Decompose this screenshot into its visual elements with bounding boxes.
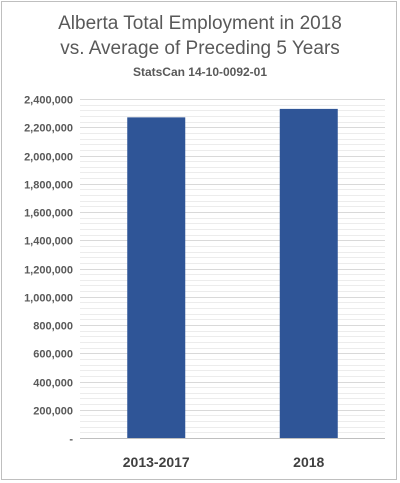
y-tick-label: 1,800,000 xyxy=(24,180,73,192)
y-tick-label: 600,000 xyxy=(33,349,73,361)
y-tick-label: 1,200,000 xyxy=(24,265,73,277)
bars xyxy=(127,108,338,439)
y-tick-label: 400,000 xyxy=(33,378,73,390)
y-tick-label: 200,000 xyxy=(33,406,73,418)
y-axis-tick-labels: - 200,000 400,000 600,000 800,000 1,000,000 1,… xyxy=(24,95,73,446)
y-tick-label: 2,400,000 xyxy=(24,95,73,107)
chart-subtitle: StatsCan 14-10-0092-01 xyxy=(132,65,268,79)
y-tick-label: 1,400,000 xyxy=(24,236,73,248)
y-tick-label: 1,600,000 xyxy=(24,208,73,220)
gridlines xyxy=(80,99,385,433)
y-tick-label: 2,200,000 xyxy=(24,123,73,135)
x-category-label: 2018 xyxy=(293,454,324,470)
y-tick-label: - xyxy=(69,434,73,446)
x-axis-category-labels: 2013-2017 2018 xyxy=(123,454,325,470)
y-tick-label: 800,000 xyxy=(33,321,73,333)
bar-2018 xyxy=(279,108,338,438)
chart-title-line-2: vs. Average of Preceding 5 Years xyxy=(60,38,340,59)
y-tick-label: 1,000,000 xyxy=(24,293,73,305)
x-category-label: 2013-2017 xyxy=(123,454,190,470)
bar-2013-2017 xyxy=(127,117,186,439)
chart-title-line-1: Alberta Total Employment in 2018 xyxy=(58,13,342,34)
y-tick-label: 2,000,000 xyxy=(24,152,73,164)
